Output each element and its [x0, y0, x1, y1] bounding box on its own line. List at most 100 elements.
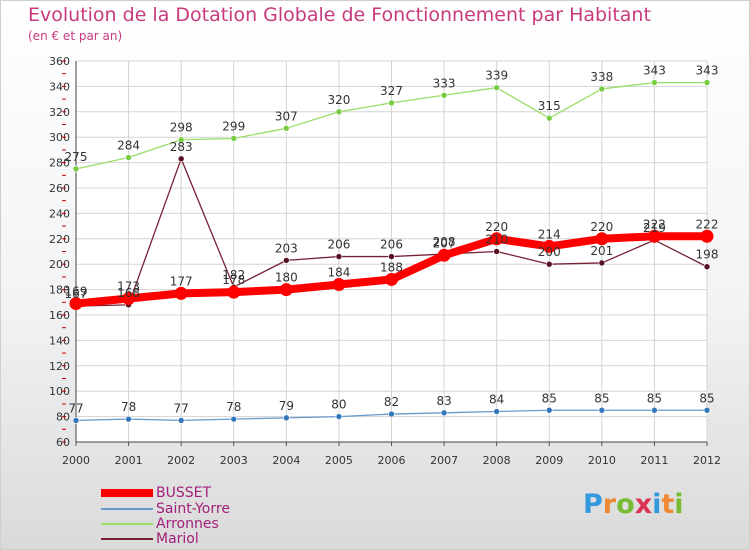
- data-point-arronnes: [598, 85, 606, 93]
- x-tick-label: 2004: [272, 454, 300, 467]
- data-label-mariol: 219: [643, 221, 666, 235]
- legend-label-arronnes: Arronnes: [156, 516, 219, 532]
- data-label-mariol: 206: [380, 238, 403, 252]
- x-tick-label: 2010: [588, 454, 616, 467]
- y-tick-label: 100: [49, 385, 70, 398]
- data-point-saint-yorre: [493, 408, 500, 415]
- proxiti-logo: Proxiti: [583, 489, 684, 520]
- data-label-busset: 173: [117, 279, 140, 293]
- data-label-mariol: 198: [696, 248, 719, 262]
- chart-subtitle: (en € et par an): [28, 29, 123, 43]
- data-point-busset: [227, 285, 241, 299]
- data-point-mariol: [388, 253, 395, 260]
- legend-label-mariol: Mariol: [156, 531, 199, 547]
- data-point-saint-yorre: [230, 415, 238, 423]
- data-label-busset: 184: [327, 266, 350, 280]
- data-label-saint-yorre: 77: [174, 401, 189, 415]
- data-point-saint-yorre: [651, 406, 658, 414]
- data-point-arronnes: [335, 108, 343, 116]
- data-point-busset: [122, 291, 136, 305]
- data-label-saint-yorre: 80: [331, 398, 346, 412]
- data-label-mariol: 206: [327, 238, 350, 252]
- logo-letter: t: [661, 489, 675, 520]
- data-point-busset: [174, 286, 188, 300]
- data-label-busset: 177: [170, 274, 193, 288]
- data-label-mariol: 167: [65, 287, 88, 301]
- data-point-arronnes: [703, 79, 711, 86]
- data-point-saint-yorre: [598, 406, 606, 414]
- x-tick-label: 2000: [62, 454, 90, 467]
- y-tick-label: 360: [49, 55, 70, 68]
- data-point-busset: [69, 297, 83, 311]
- data-label-saint-yorre: 85: [699, 391, 714, 405]
- y-tick-label: 140: [49, 334, 70, 347]
- data-label-saint-yorre: 78: [226, 400, 241, 414]
- logo-letter: P: [583, 489, 603, 520]
- data-point-saint-yorre: [440, 409, 448, 417]
- data-label-arronnes: 320: [327, 93, 350, 107]
- y-tick-label: 180: [49, 284, 70, 297]
- data-label-busset: 207: [433, 236, 456, 250]
- data-label-saint-yorre: 82: [384, 395, 399, 409]
- data-point-busset: [542, 239, 556, 253]
- data-point-saint-yorre: [388, 410, 395, 418]
- data-point-saint-yorre: [703, 406, 711, 414]
- data-point-mariol: [545, 260, 553, 268]
- data-label-arronnes: 307: [275, 109, 298, 123]
- data-label-busset: 169: [65, 285, 88, 299]
- data-label-layer: 275 284 298 299 307 320 327 333 339 315 338 343 343 1…: [65, 64, 719, 416]
- data-label-arronnes: 299: [222, 119, 245, 133]
- data-point-mariol: [283, 257, 290, 264]
- data-point-busset: [437, 248, 451, 262]
- data-point-busset: [385, 272, 398, 286]
- series-layer: [69, 79, 714, 424]
- data-point-saint-yorre: [283, 414, 290, 422]
- x-tick-label: 2012: [693, 454, 721, 467]
- data-point-mariol: [493, 248, 500, 255]
- x-tick-label: 2005: [325, 454, 353, 467]
- x-tick-label: 2002: [167, 454, 195, 467]
- data-label-busset: 222: [643, 217, 666, 231]
- data-point-saint-yorre: [125, 415, 132, 423]
- data-point-saint-yorre: [177, 417, 185, 424]
- data-label-busset: 214: [538, 227, 561, 241]
- data-point-busset: [647, 229, 661, 243]
- data-point-arronnes: [177, 136, 185, 144]
- legend-swatch-busset: [101, 489, 153, 497]
- legend-swatch-saint-yorre: [101, 508, 153, 510]
- data-label-saint-yorre: 85: [542, 391, 557, 405]
- data-label-saint-yorre: 85: [594, 391, 609, 405]
- data-label-arronnes: 284: [117, 139, 140, 153]
- data-point-busset: [700, 229, 714, 243]
- y-tick-label: 260: [49, 182, 70, 195]
- data-label-arronnes: 338: [590, 70, 613, 84]
- data-label-mariol: 200: [538, 245, 561, 259]
- data-label-saint-yorre: 83: [436, 394, 451, 408]
- data-label-mariol: 203: [275, 241, 298, 255]
- data-label-saint-yorre: 78: [121, 400, 136, 414]
- data-label-saint-yorre: 85: [647, 391, 662, 405]
- data-point-saint-yorre: [545, 406, 553, 414]
- data-point-saint-yorre: [72, 417, 80, 424]
- data-point-mariol: [177, 155, 185, 163]
- y-tick-label: 320: [49, 106, 70, 119]
- data-point-arronnes: [230, 135, 238, 142]
- x-tick-label: 2008: [483, 454, 511, 467]
- logo-letter: x: [634, 489, 653, 520]
- data-label-saint-yorre: 84: [489, 393, 504, 407]
- data-label-saint-yorre: 77: [68, 401, 83, 415]
- data-point-mariol: [335, 253, 343, 260]
- x-tick-label: 2006: [378, 454, 406, 467]
- y-tick-label: 120: [49, 360, 70, 373]
- data-point-saint-yorre: [335, 413, 343, 420]
- logo-letter: o: [616, 489, 635, 520]
- legend-label-saint-yorre: Saint-Yorre: [156, 501, 230, 517]
- data-point-mariol: [598, 259, 606, 267]
- data-label-arronnes: 333: [433, 76, 456, 90]
- data-label-busset: 220: [485, 220, 508, 234]
- y-tick-label: 160: [49, 309, 70, 322]
- data-label-mariol: 168: [117, 286, 140, 300]
- data-label-busset: 180: [275, 271, 298, 285]
- data-point-arronnes: [388, 99, 395, 107]
- data-point-arronnes: [283, 125, 290, 132]
